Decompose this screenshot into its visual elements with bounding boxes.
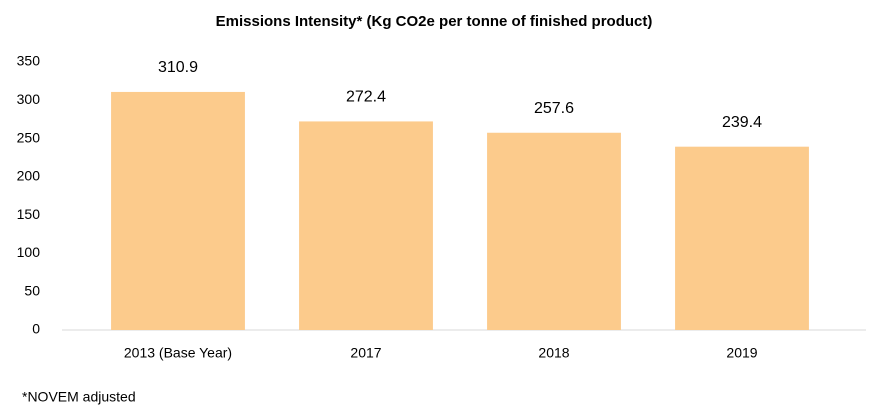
chart-title: Emissions Intensity* (Kg CO2e per tonne … [216,13,653,30]
bar [299,121,433,330]
data-label: 257.6 [534,100,574,117]
y-tick-label: 150 [17,206,41,222]
x-tick-label: 2017 [350,345,381,361]
y-tick-label: 50 [24,282,40,298]
y-tick-label: 200 [17,168,41,184]
bar [675,146,809,330]
footnote: *NOVEM adjusted [22,389,136,405]
y-tick-label: 250 [17,129,41,145]
x-tick-label: 2018 [538,345,569,361]
x-tick-label: 2013 (Base Year) [124,345,232,361]
data-label: 272.4 [346,89,386,106]
y-tick-label: 0 [32,321,40,337]
x-tick-label: 2019 [726,345,757,361]
bar [111,91,245,331]
y-tick-label: 100 [17,244,41,260]
data-label: 310.9 [158,59,198,76]
data-label: 239.4 [722,114,762,131]
y-tick-label: 300 [17,91,41,107]
bar [487,132,621,330]
y-tick-label: 350 [17,53,41,69]
